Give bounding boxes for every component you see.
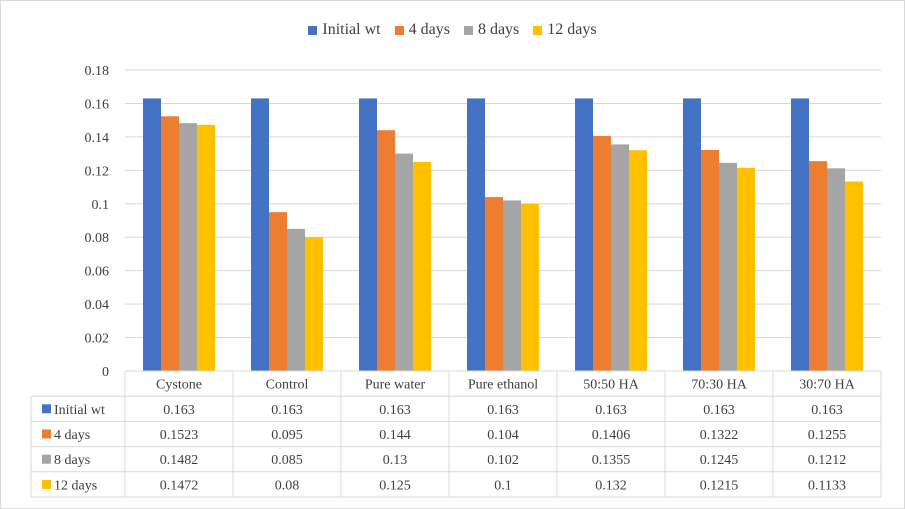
bar [503,200,521,371]
legend: Initial wt 4 days 8 days 12 days [0,19,905,41]
legend-item: 8 days [463,21,520,39]
y-tick-label: 0.14 [85,131,110,146]
bar [359,98,377,371]
table-cell-value: 0.163 [811,403,843,418]
bar [593,135,611,371]
table-cell-value: 0.163 [379,403,411,418]
table-cell-value: 0.08 [275,478,300,493]
legend-label: 4 days [408,21,450,38]
bar [791,98,809,371]
table-row-label: Initial wt [54,403,105,418]
table-cell-value: 0.1245 [700,453,739,468]
table-cell-value: 0.13 [383,453,408,468]
table-cell-value: 0.1355 [592,453,631,468]
bar [395,153,413,371]
table-cell-value: 0.132 [595,478,627,493]
bar [269,212,287,371]
table-legend-key [42,429,51,439]
legend-swatch [463,25,473,35]
table-cell-value: 0.1523 [160,428,199,443]
table-cell-value: 0.144 [379,428,411,443]
bar [251,98,269,371]
legend-item: 4 days [394,21,450,39]
bar [737,167,755,371]
bar [413,161,431,371]
table-cell-value: 0.163 [703,403,735,418]
bar [161,116,179,371]
table-cell-value: 0.1406 [592,428,631,443]
bar [467,98,485,371]
bar [701,149,719,371]
y-tick-label: 0.06 [85,265,110,280]
bar [827,168,845,371]
bar [377,130,395,371]
bar [179,123,197,371]
bar [719,162,737,371]
bar [629,150,647,371]
table-cell-value: 0.163 [163,403,195,418]
table-cell-value: 0.163 [487,403,519,418]
table-cell-value: 0.1215 [700,478,739,493]
legend-label: 8 days [477,21,520,38]
table-cell-value: 0.125 [379,478,411,493]
legend-item: 12 days [533,21,597,39]
table-row-label: 4 days [54,428,90,443]
bar [485,197,503,371]
y-tick-label: 0 [102,365,109,380]
legend-item: Initial wt [308,21,381,39]
legend-swatch [394,25,404,35]
table-legend-key [42,404,51,414]
table-cell-value: 0.163 [595,403,627,418]
table-cell-value: 0.1 [494,478,512,493]
bar [521,203,539,371]
y-tick-label: 0.08 [85,231,110,246]
bar [143,98,161,371]
legend-swatch [308,25,318,35]
bar [611,144,629,371]
y-tick-label: 0.18 [85,64,110,79]
table-row-label: 12 days [54,478,97,493]
x-category-label: Control [266,378,309,393]
table-row-label: 8 days [54,453,90,468]
table-cell-value: 0.1212 [808,453,847,468]
table-cell-value: 0.102 [487,453,519,468]
bar [287,228,305,371]
y-tick-label: 0.12 [85,164,110,179]
y-tick-label: 0.16 [85,97,110,112]
bar [575,98,593,371]
table-cell-value: 0.1133 [808,478,846,493]
table-legend-key [42,454,51,464]
table-cell-value: 0.1322 [700,428,739,443]
x-category-label: Cystone [156,378,202,393]
y-tick-label: 0.04 [85,298,110,313]
x-category-label: Pure water [365,378,426,393]
x-category-label: 50:50 HA [583,378,640,393]
table-cell-value: 0.104 [487,428,519,443]
legend-label: 12 days [547,21,597,38]
legend-swatch [533,25,543,35]
table-cell-value: 0.085 [271,453,303,468]
table-legend-key [42,479,51,489]
table-cell-value: 0.1482 [160,453,199,468]
x-category-label: 30:70 HA [799,378,856,393]
bar [305,237,323,371]
y-tick-label: 0.02 [85,332,110,347]
legend-label: Initial wt [322,21,381,38]
table-cell-value: 0.1255 [808,428,847,443]
bar [809,161,827,371]
bar [845,181,863,371]
bar [683,98,701,371]
x-category-label: 70:30 HA [691,378,748,393]
table-cell-value: 0.1472 [160,478,199,493]
x-category-label: Pure ethanol [468,378,538,393]
table-cell-value: 0.163 [271,403,303,418]
table-cell-value: 0.095 [271,428,303,443]
bar [197,124,215,371]
y-tick-label: 0.1 [92,198,110,213]
